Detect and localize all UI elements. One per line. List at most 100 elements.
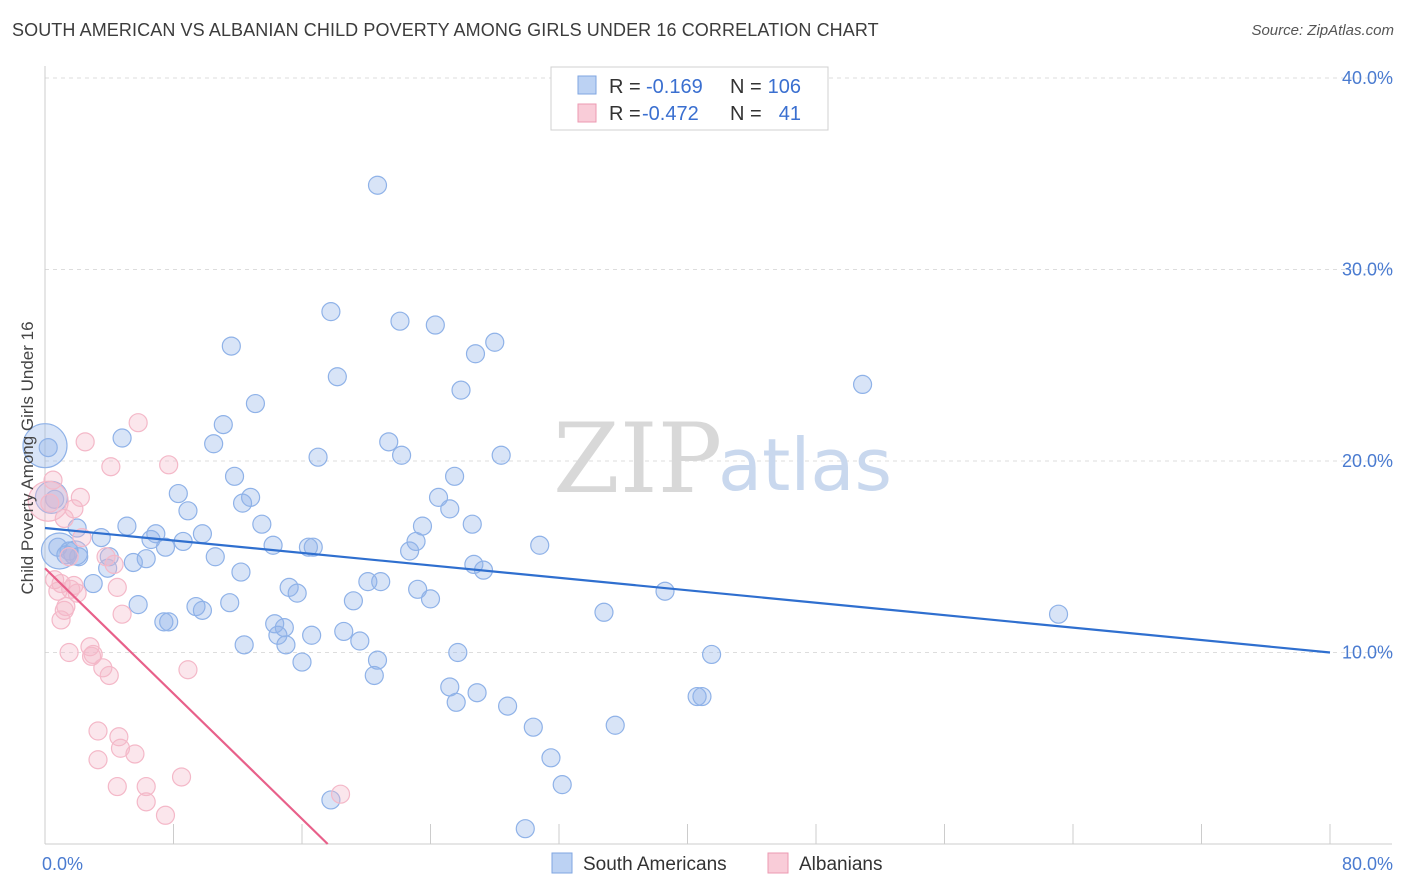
y-tick-label: 30.0% bbox=[1342, 260, 1393, 280]
south-american-point bbox=[308, 447, 328, 467]
bottom-legend-swatch-pink bbox=[767, 852, 789, 874]
bottom-legend-south-americans: South Americans bbox=[583, 854, 727, 875]
albanian-point bbox=[104, 554, 124, 575]
south-american-point bbox=[605, 715, 625, 735]
albanian-point bbox=[99, 665, 119, 686]
albanian-point bbox=[54, 508, 74, 529]
south-american-point bbox=[168, 483, 188, 504]
south-american-point bbox=[408, 579, 428, 599]
south-american-point bbox=[234, 635, 254, 655]
legend-row-albanians: R = -0.472 N = 41 bbox=[577, 103, 801, 125]
legend-r-label: R = bbox=[609, 76, 641, 98]
legend-row-south-americans: R = -0.169 N = 106 bbox=[577, 75, 801, 98]
south-american-point bbox=[334, 621, 354, 642]
albanian-point bbox=[59, 642, 79, 663]
south-american-point bbox=[128, 595, 148, 615]
y-axis-label: Child Poverty Among Girls Under 16 bbox=[18, 321, 37, 594]
south-american-point bbox=[178, 501, 198, 521]
albanian-point bbox=[51, 610, 71, 630]
albanian-point bbox=[125, 744, 145, 764]
legend-n-value: 106 bbox=[768, 76, 801, 98]
south-american-point bbox=[292, 652, 312, 672]
south-american-point bbox=[371, 572, 391, 592]
chart-source: Source: ZipAtlas.com bbox=[1251, 22, 1394, 39]
south-american-point bbox=[268, 625, 288, 645]
albanian-point bbox=[75, 432, 95, 452]
y-tick-label: 10.0% bbox=[1342, 643, 1393, 663]
south-american-point bbox=[367, 175, 388, 195]
y-tick-labels: 10.0% 20.0% 30.0% 40.0% bbox=[1342, 68, 1393, 663]
albanian-point bbox=[81, 646, 102, 666]
albanian-point bbox=[93, 658, 113, 678]
x-tick-labels: 0.0% 80.0% bbox=[42, 854, 1393, 874]
albanian-point bbox=[107, 577, 127, 597]
south-american-point bbox=[245, 393, 266, 414]
albanian-point bbox=[70, 487, 90, 507]
trend-lines bbox=[44, 526, 1331, 845]
albanian-point bbox=[107, 776, 127, 797]
legend-swatch-pink bbox=[577, 103, 597, 123]
albanian-point bbox=[330, 784, 351, 804]
south-american-point bbox=[231, 562, 251, 582]
chart-title: SOUTH AMERICAN VS ALBANIAN CHILD POVERTY… bbox=[12, 20, 879, 40]
south-american-point bbox=[252, 514, 272, 534]
south-american-point bbox=[221, 336, 241, 356]
south-american-point bbox=[91, 527, 111, 548]
south-american-point bbox=[552, 775, 572, 795]
south-american-point bbox=[205, 547, 225, 567]
south-american-point bbox=[117, 516, 137, 536]
south-american-point bbox=[220, 593, 240, 613]
south-american-point bbox=[321, 302, 341, 322]
south-american-point bbox=[327, 367, 347, 387]
south-american-point bbox=[379, 432, 399, 452]
axes bbox=[44, 66, 1392, 845]
south-american-point bbox=[321, 790, 341, 810]
south-american-point bbox=[400, 541, 420, 561]
south-american-point bbox=[391, 445, 412, 465]
south-american-point bbox=[428, 487, 449, 507]
south-american-point bbox=[303, 537, 323, 557]
south-american-point bbox=[406, 531, 426, 552]
south-american-point bbox=[123, 552, 143, 573]
south-american-point bbox=[448, 642, 468, 663]
legend-r-value: -0.472 bbox=[642, 103, 699, 125]
south-american-point bbox=[367, 650, 388, 670]
albanian-point bbox=[88, 750, 108, 770]
legend-n-label: N = bbox=[730, 76, 762, 98]
south-american-point bbox=[112, 428, 132, 448]
y-tick-label: 40.0% bbox=[1342, 68, 1393, 88]
south-american-point bbox=[192, 524, 213, 544]
bottom-legend-albanians: Albanians bbox=[799, 854, 882, 875]
legend-box: R = -0.169 N = 106 R = -0.472 N = 41 bbox=[550, 66, 829, 131]
south-american-point bbox=[701, 644, 722, 665]
south-american-point bbox=[83, 573, 103, 594]
albanian-point bbox=[159, 455, 179, 475]
bottom-legend: South Americans Albanians bbox=[551, 852, 882, 875]
south-american-point bbox=[467, 683, 487, 703]
albanian-point bbox=[112, 604, 132, 624]
albanian-point bbox=[136, 792, 156, 812]
legend-r-value: -0.169 bbox=[646, 76, 703, 98]
gridlines bbox=[45, 77, 1392, 653]
trend-line-south-americans bbox=[44, 526, 1331, 654]
south-american-point bbox=[350, 631, 370, 651]
south-american-point bbox=[444, 466, 465, 486]
south-american-point bbox=[343, 591, 363, 611]
south-american-point bbox=[287, 583, 307, 603]
albanian-point bbox=[80, 637, 100, 657]
south-american-point bbox=[515, 819, 535, 839]
south-american-point bbox=[155, 537, 176, 557]
south-american-point bbox=[425, 315, 445, 335]
south-american-point bbox=[462, 514, 482, 534]
south-american-point bbox=[136, 549, 156, 569]
watermark-atlas: atlas bbox=[718, 423, 892, 507]
south-american-point bbox=[274, 618, 294, 638]
legend-n-label: N = bbox=[730, 103, 762, 125]
south-american-point bbox=[69, 547, 89, 567]
south-american-point bbox=[159, 612, 179, 632]
south-american-point bbox=[154, 612, 174, 632]
south-american-point bbox=[232, 493, 253, 513]
south-american-point bbox=[485, 332, 505, 352]
legend-r-label: R = bbox=[609, 103, 641, 125]
south-american-point bbox=[523, 717, 543, 737]
